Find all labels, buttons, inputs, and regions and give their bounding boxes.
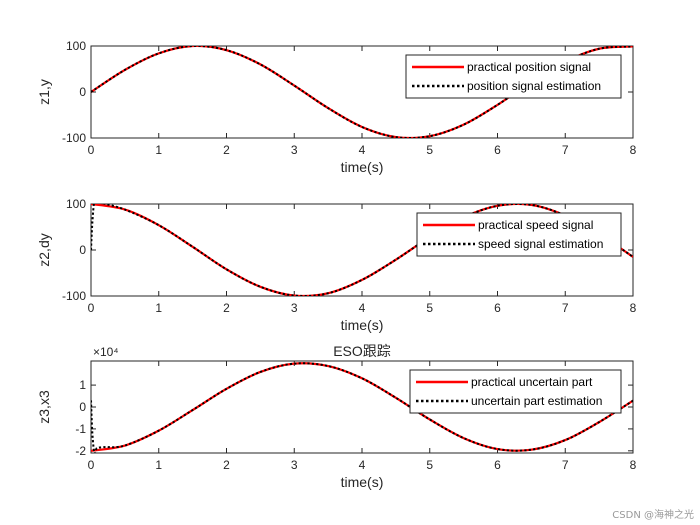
legend-label-2: position signal estimation [467,79,601,93]
x-tick-label: 4 [359,143,366,157]
legend-label-2: uncertain part estimation [471,394,602,408]
legend-label-1: practical uncertain part [471,375,593,389]
x-tick-label: 4 [359,458,366,472]
legend-box [416,212,622,257]
y-tick-label: -1 [75,422,86,436]
x-tick-label: 8 [630,143,637,157]
x-tick-label: 2 [223,301,230,315]
legend: practical uncertain part uncertain part e… [409,369,622,414]
series-line-2 [91,46,633,138]
x-tick-label: 2 [223,458,230,472]
x-tick-label: 1 [155,143,162,157]
x-axis-label: time(s) [341,474,384,490]
x-tick-label: 0 [88,301,95,315]
legend: practical speed signal speed signal estim… [416,212,622,257]
x-tick-label: 4 [359,301,366,315]
legend-label-1: practical speed signal [478,218,593,232]
x-tick-label: 6 [494,143,501,157]
y-tick-label: 100 [66,197,86,211]
series-line-2 [91,362,633,453]
x-tick-label: 3 [291,143,298,157]
y-tick-label: 100 [66,39,86,53]
x-tick-label: 0 [88,458,95,472]
x-tick-label: 7 [562,458,569,472]
x-tick-label: 1 [155,301,162,315]
y-tick-label: 1 [79,378,86,392]
y-axis-label: z3,x3 [36,390,52,424]
legend-box [409,369,622,414]
y-tick-label: 0 [79,243,86,257]
x-tick-label: 8 [630,301,637,315]
x-tick-label: 5 [426,143,433,157]
legend-label-1: practical position signal [467,60,591,74]
x-tick-label: 0 [88,143,95,157]
watermark: CSDN @海神之光 [612,510,694,521]
series-line-1 [91,362,633,452]
legend-label-2: speed signal estimation [478,237,603,251]
x-tick-label: 1 [155,458,162,472]
legend: practical position signal position signal… [405,54,622,99]
x-tick-label: 6 [494,301,501,315]
y-tick-label: -2 [75,444,86,458]
x-tick-label: 5 [426,301,433,315]
y-axis-label: z1,y [36,79,52,105]
y-exponent-label: ×10⁴ [93,345,119,359]
x-tick-label: 6 [494,458,501,472]
x-tick-label: 2 [223,143,230,157]
x-tick-label: 3 [291,458,298,472]
y-axis-label: z2,dy [36,233,52,266]
x-tick-label: 5 [426,458,433,472]
x-tick-label: 3 [291,301,298,315]
y-tick-label: 0 [79,85,86,99]
x-tick-label: 7 [562,301,569,315]
y-tick-label: 0 [79,400,86,414]
chart-title: ESO跟踪 [333,343,391,359]
legend-box [405,54,622,99]
x-axis-label: time(s) [341,159,384,175]
y-tick-label: -100 [62,289,86,303]
y-tick-label: -100 [62,131,86,145]
subplot-3: 0 1 2 3 4 5 6 7 8 1 0 -1 -2 time(s) z3,x3 ESO跟踪 ×10⁴ prac… [36,343,637,490]
x-axis-label: time(s) [341,317,384,333]
x-tick-label: 8 [630,458,637,472]
x-tick-label: 7 [562,143,569,157]
